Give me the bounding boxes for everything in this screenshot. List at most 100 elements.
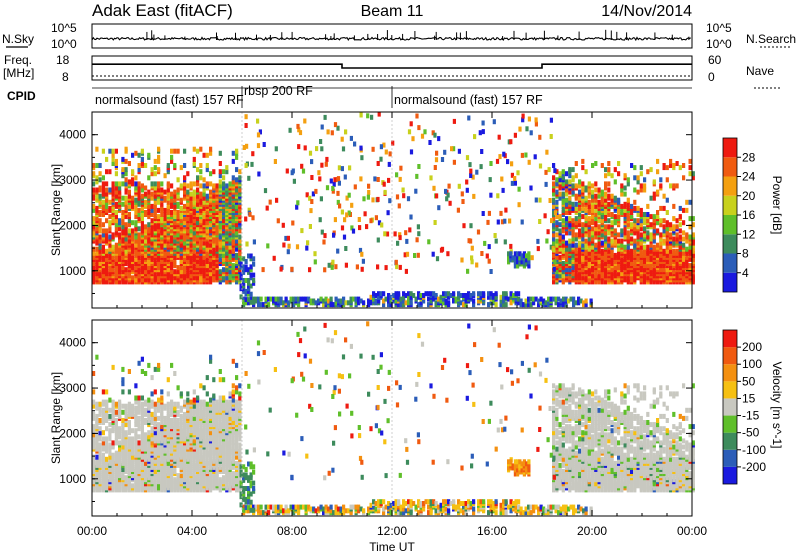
power-cell	[318, 176, 321, 181]
power-cell	[637, 175, 640, 180]
power-cell	[411, 136, 414, 141]
power-cell	[646, 212, 649, 217]
power-cell	[177, 265, 180, 270]
power-cell	[295, 205, 298, 210]
power-cell	[164, 208, 167, 213]
power-cell	[377, 161, 380, 166]
power-cell	[252, 278, 255, 283]
power-cell	[405, 239, 408, 244]
power-cell	[504, 239, 507, 244]
power-cell	[472, 194, 475, 199]
power-cell	[404, 230, 407, 235]
power-cell	[640, 171, 643, 176]
power-cell	[95, 206, 98, 211]
power-cell	[387, 178, 390, 183]
power-cell	[183, 163, 186, 168]
power-cell	[260, 297, 263, 302]
power-cell	[343, 217, 346, 222]
power-cell	[235, 149, 238, 154]
power-cell	[685, 232, 688, 237]
power-cell	[550, 134, 553, 139]
power-cell	[429, 175, 432, 180]
power-ylabel: Slant Range [km]	[49, 164, 63, 256]
power-cell	[277, 218, 280, 223]
power-cell	[477, 230, 480, 235]
power-cell	[383, 231, 386, 236]
power-cell	[99, 186, 102, 191]
power-cell	[138, 181, 141, 186]
power-cell	[164, 196, 167, 201]
power-cell	[489, 177, 492, 182]
power-cell	[682, 220, 685, 225]
power-swatch	[723, 157, 737, 176]
power-cell	[128, 212, 131, 217]
power-cell	[108, 235, 111, 240]
power-cell	[627, 230, 630, 235]
power-cell	[245, 242, 248, 247]
power-cell	[465, 180, 468, 185]
freq-tick-bottom: 8	[62, 70, 69, 84]
power-cell	[685, 200, 688, 205]
velocity-cell	[141, 396, 144, 401]
power-cell	[105, 157, 108, 162]
power-cell	[656, 228, 659, 233]
power-cell	[575, 161, 578, 166]
cpid-label: CPID	[7, 89, 36, 103]
power-cell	[470, 255, 473, 260]
velocity-cell	[112, 453, 115, 458]
power-cell	[513, 176, 516, 181]
power-cell	[177, 188, 180, 193]
power-cell	[656, 190, 659, 195]
power-cell	[624, 202, 627, 207]
power-cell	[517, 291, 520, 296]
power-cell	[157, 155, 160, 160]
power-cell	[244, 217, 247, 222]
power-cell	[611, 212, 614, 217]
power-cell	[310, 159, 313, 164]
power-cell	[199, 183, 202, 188]
power-cell	[607, 202, 610, 207]
power-cell	[408, 227, 411, 232]
power-swatch	[723, 234, 737, 253]
power-cell	[653, 192, 656, 197]
power-cell	[650, 167, 653, 172]
velocity-cell	[138, 440, 141, 445]
power-cell	[304, 145, 307, 150]
power-cell	[627, 177, 630, 182]
velocity-cell	[112, 440, 115, 445]
velocity-cell	[118, 400, 121, 405]
power-cell	[496, 159, 499, 164]
power-cell	[663, 194, 666, 199]
power-cell	[125, 159, 128, 164]
power-cell	[521, 220, 524, 225]
power-cell	[209, 190, 212, 195]
velocity-cell	[108, 443, 111, 448]
freq-panel: Freq. [MHz] 18 8 60 0 Nave	[3, 53, 782, 88]
power-cell	[650, 196, 653, 201]
power-cell	[452, 291, 455, 296]
power-cell	[361, 267, 364, 272]
power-cell	[180, 198, 183, 203]
power-cell	[549, 198, 552, 203]
velocity-cell	[125, 404, 128, 409]
power-cell	[341, 137, 344, 142]
power-cell	[405, 269, 408, 274]
power-cell	[669, 159, 672, 164]
power-cell	[317, 170, 320, 175]
noise-ytick-bottom-right: 10^0	[706, 37, 732, 51]
power-cell	[581, 214, 584, 219]
power-cell	[173, 190, 176, 195]
beam-label: Beam 11	[361, 3, 424, 20]
power-cell	[480, 149, 483, 154]
power-cell	[235, 177, 238, 182]
power-cell	[319, 139, 322, 144]
power-cell	[435, 157, 438, 162]
power-cell	[553, 168, 556, 173]
power-cell	[409, 215, 412, 220]
power-cell	[509, 244, 512, 249]
power-cell	[306, 240, 309, 245]
power-cell	[640, 183, 643, 188]
power-cell	[656, 243, 659, 248]
